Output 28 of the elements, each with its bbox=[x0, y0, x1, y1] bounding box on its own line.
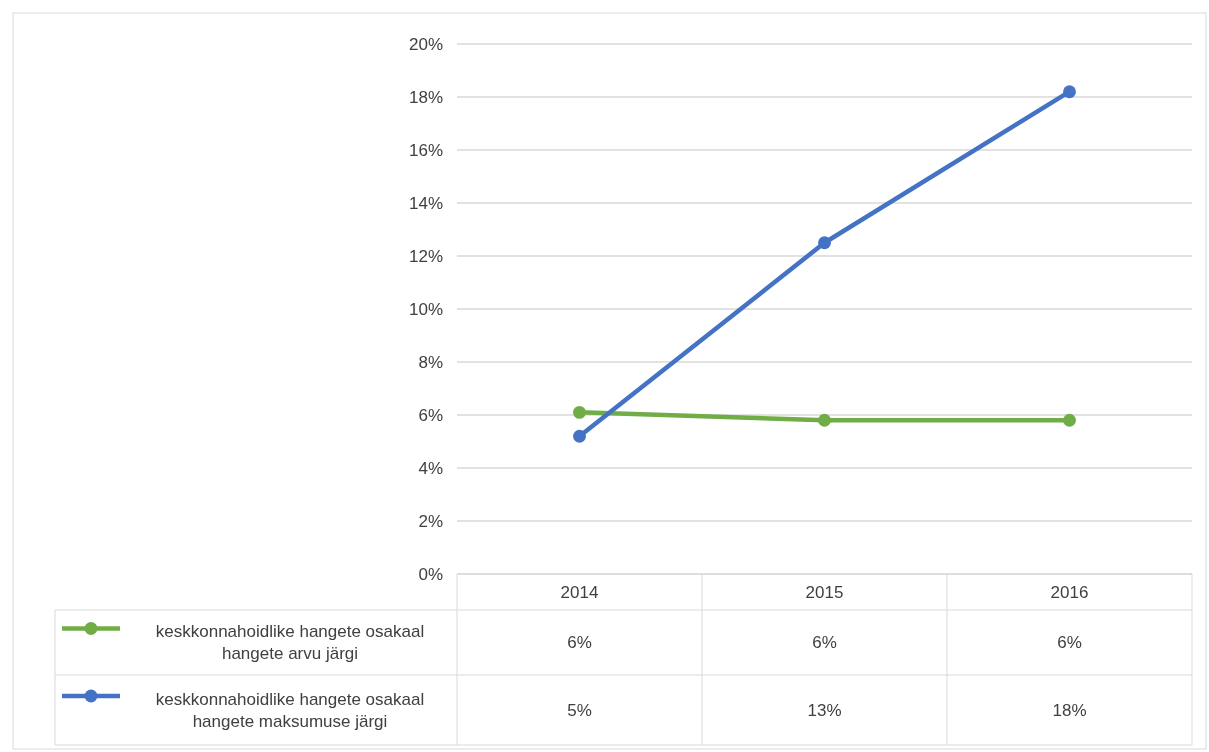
data-label: 13% bbox=[807, 700, 842, 720]
legend-label: keskkonnahoidlike hangete osakaal hangete arvu järgi bbox=[155, 622, 425, 664]
y-tick-label: 12% bbox=[408, 246, 443, 266]
point bbox=[573, 429, 586, 443]
y-tick-label: 20% bbox=[408, 34, 443, 54]
point bbox=[818, 413, 831, 427]
y-tick-label: 8% bbox=[418, 352, 443, 372]
y-tick-label: 14% bbox=[408, 193, 443, 213]
y-tick-label: 6% bbox=[418, 405, 443, 425]
y-tick-label: 4% bbox=[418, 458, 443, 478]
data-label: 18% bbox=[1052, 700, 1087, 720]
data-label: 5% bbox=[567, 700, 592, 720]
y-tick-label: 0% bbox=[418, 564, 443, 584]
x-tick-label: 2016 bbox=[1050, 582, 1089, 602]
y-tick-label: 2% bbox=[418, 511, 443, 531]
y-tick-label: 16% bbox=[408, 140, 443, 160]
point bbox=[573, 405, 586, 419]
point bbox=[1063, 413, 1076, 427]
data-label: 6% bbox=[1057, 633, 1082, 653]
y-tick-label: 10% bbox=[408, 299, 443, 319]
point bbox=[818, 236, 831, 250]
x-tick-label: 2015 bbox=[805, 582, 844, 602]
legend-label: keskkonnahoidlike hangete osakaal hangete maksumuse järgi bbox=[155, 689, 425, 731]
x-tick-label: 2014 bbox=[560, 582, 599, 602]
data-label: 6% bbox=[567, 633, 592, 653]
point bbox=[1063, 85, 1076, 99]
y-tick-label: 18% bbox=[408, 87, 443, 107]
data-label: 6% bbox=[812, 633, 837, 653]
